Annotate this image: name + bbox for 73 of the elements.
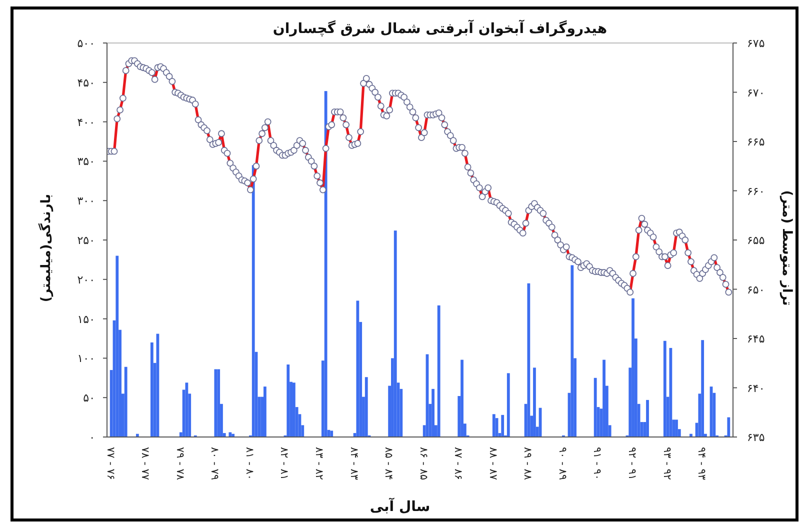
y-tick-label: ۴۰۰: [77, 116, 95, 129]
bar: [533, 368, 536, 437]
bar: [124, 366, 128, 437]
bar: [116, 256, 119, 437]
x-tick-label: ۸۷ - ۸۶: [452, 447, 464, 480]
bar: [594, 378, 597, 437]
bar: [460, 360, 464, 437]
bar: [217, 369, 220, 437]
y-axis-title: بارندگی(میلیمتر): [38, 194, 54, 302]
y-tick-label: ۵۰: [83, 392, 95, 405]
x-tick-label: ۸۲ - ۸۱: [278, 447, 290, 480]
x-tick-label: ۷۷ - ۷۶: [104, 447, 116, 480]
y2-tick-label: ۶۳۵: [747, 431, 765, 444]
x-tick-label: ۸۳ - ۸۲: [313, 447, 326, 480]
bar: [364, 377, 368, 437]
bar: [150, 342, 154, 437]
bar: [669, 348, 672, 437]
bar: [492, 414, 496, 437]
x-tick-label: ۸۰ - ۷۹: [208, 447, 221, 480]
bar: [495, 418, 498, 437]
y2-tick-label: ۶۵۵: [747, 234, 765, 247]
bar: [264, 386, 266, 437]
y2-tick-label: ۶۴۰: [747, 382, 765, 395]
x-tick-label: ۸۱ - ۸۰: [243, 447, 256, 480]
chart-title: هیدروگراف آبخوان آبرفتی شمال شرق گچساران: [272, 19, 608, 37]
bar: [432, 388, 434, 437]
x-tick-label: ۹۴ - ۹۳: [696, 447, 708, 480]
bar: [506, 373, 510, 437]
x-tick-label: ۷۸ - ۷۷: [139, 447, 152, 480]
y-tick-label: ۳۰۰: [77, 194, 95, 208]
bar: [663, 340, 666, 437]
y-tick-label: ۲۰۰: [77, 273, 95, 286]
x-axis-title: سال آبی: [370, 497, 430, 515]
y2-tick-label: ۶۵۰: [747, 283, 765, 296]
y-tick-label: ۵۰۰: [77, 37, 95, 50]
bar: [527, 283, 530, 437]
bar: [570, 265, 574, 437]
y2-tick-label: ۶۶۵: [747, 136, 765, 148]
bar: [675, 420, 678, 437]
bar: [602, 360, 606, 437]
x-tick-label: ۸۵ - ۸۴: [382, 447, 395, 480]
bar: [330, 430, 334, 437]
x-tick-label: ۹۰ - ۸۹: [556, 447, 568, 480]
y-tick-label: ۱۰۰: [77, 352, 95, 366]
bar: [646, 400, 649, 437]
bar: [727, 417, 730, 437]
y2-tick-label: ۶۶۰: [747, 184, 765, 198]
bar: [356, 300, 360, 437]
bar: [632, 298, 634, 437]
y-tick-label: ۱۵۰: [77, 312, 95, 326]
bar: [437, 305, 440, 437]
y2-axis-title: تراز متوسط (متر): [779, 190, 794, 306]
x-tick-label: ۹۲ - ۹۱: [626, 447, 638, 480]
y2-tick-label: ۶۷۵: [747, 37, 765, 50]
y-tick-label: ۴۵۰: [77, 76, 95, 90]
bar: [214, 369, 218, 437]
x-tick-label: ۷۹ - ۷۸: [174, 447, 186, 480]
x-tick-label: ۸۸ - ۸۷: [486, 447, 499, 480]
y-tick-label: ۳۵۰: [77, 155, 95, 168]
y-tick-label: ۲۵۰: [77, 234, 95, 247]
x-tick-label: ۸۴ - ۸۳: [348, 447, 360, 480]
x-tick-label: ۸۶ - ۸۵: [417, 447, 430, 480]
x-tick-label: ۸۹ - ۸۸: [522, 447, 534, 480]
bar: [292, 382, 296, 437]
x-tick-label: ۹۱ - ۹۰: [591, 447, 604, 480]
y2-tick-label: ۶۷۰: [747, 86, 765, 100]
y-tick-label: ۰: [89, 431, 95, 444]
bar: [286, 364, 290, 437]
bar: [394, 230, 397, 437]
bar: [701, 340, 704, 437]
x-tick-label: ۹۳ - ۹۲: [660, 447, 673, 480]
bar: [501, 414, 504, 437]
y2-tick-label: ۶۴۵: [747, 332, 765, 346]
